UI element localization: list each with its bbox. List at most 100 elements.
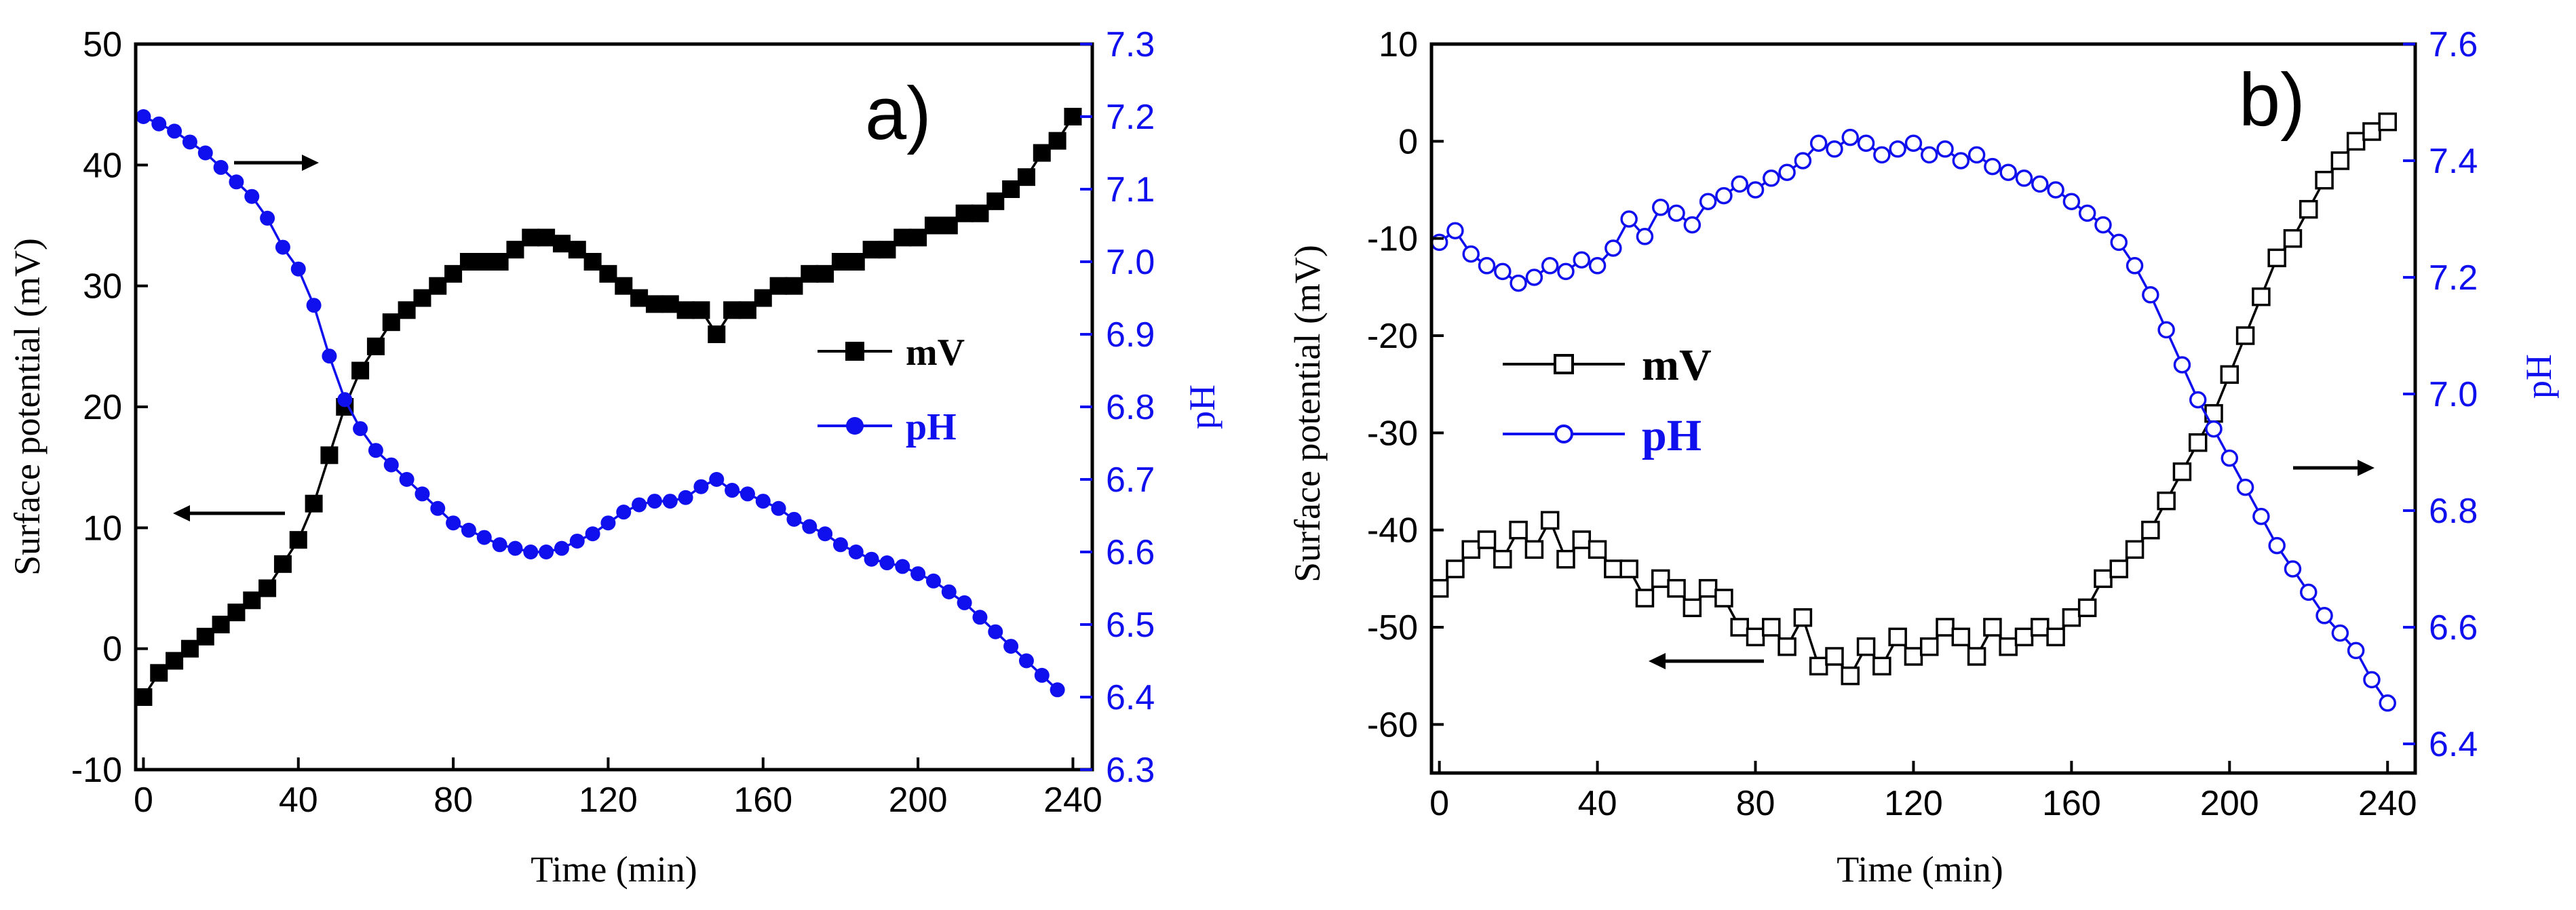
x-ticks-b: 0 40 80 120 160 200 240 (1429, 761, 2417, 823)
data-point-ph-a (507, 540, 523, 556)
data-point-mv-b (1762, 618, 1781, 637)
data-point-mv-a (723, 301, 742, 319)
data-point-ph-a (832, 537, 848, 553)
data-point-ph-b (2221, 449, 2239, 467)
data-point-ph-b (1809, 134, 1828, 152)
data-point-ph-a (957, 595, 972, 610)
y-right-ticks-a: 6.3 6.4 6.5 6.6 6.7 6.8 6.9 7.0 7.1 7.2 7.3 (1080, 25, 1155, 790)
data-point-mv-b (1698, 578, 1718, 598)
y-left-tick-label: -50 (1367, 608, 1418, 648)
data-point-mv-b (2046, 627, 2065, 647)
data-point-ph-a (1034, 667, 1050, 683)
legend-item-mv-b: mV (1503, 340, 1712, 390)
data-point-ph-a (229, 174, 244, 190)
data-point-mv-b (1793, 608, 1813, 627)
data-point-ph-b (2331, 624, 2349, 642)
data-point-mv-a (305, 494, 323, 513)
data-point-ph-a (1050, 682, 1065, 698)
data-point-ph-a (399, 472, 415, 487)
y-right-tick-label: 6.8 (1106, 388, 1155, 427)
x-tick-label: 120 (579, 780, 638, 820)
data-point-mv-b (1540, 511, 1560, 530)
data-point-mv-a (738, 301, 756, 319)
data-point-ph-b (1588, 257, 1607, 275)
y-left-tick-label: 0 (1398, 122, 1418, 161)
data-point-mv-a (986, 192, 1005, 210)
data-point-ph-a (600, 515, 616, 531)
y-right-tick-label: 6.9 (1106, 315, 1155, 355)
data-point-mv-a (769, 277, 788, 295)
y-right-tick-label: 7.6 (2429, 25, 2478, 64)
data-point-mv-b (2157, 491, 2176, 511)
data-point-ph-a (988, 624, 1003, 639)
data-point-ph-a (415, 486, 430, 502)
data-point-mv-b (1667, 578, 1686, 598)
data-point-ph-a (213, 159, 229, 175)
data-point-mv-b (1904, 647, 1923, 666)
data-point-mv-b (2077, 598, 2097, 618)
data-point-ph-a (895, 559, 910, 574)
arrow-left-a (173, 505, 285, 521)
data-point-ph-b (1462, 245, 1480, 263)
legend-item-ph-b: pH (1503, 411, 1702, 460)
data-point-mv-b (1888, 627, 1907, 647)
data-point-ph-a (275, 239, 290, 255)
y-right-tick-label: 6.3 (1106, 751, 1155, 790)
y-left-tick-label: -40 (1367, 511, 1418, 551)
data-point-ph-b (1763, 170, 1780, 187)
data-point-ph-b (2173, 356, 2191, 374)
data-point-mv-b (2220, 365, 2239, 384)
data-point-mv-a (351, 361, 370, 380)
data-point-ph-b (2300, 583, 2318, 601)
data-point-ph-b (2078, 204, 2096, 222)
data-point-mv-a (909, 229, 927, 247)
data-point-ph-b (1999, 163, 2017, 181)
data-point-mv-b (1429, 578, 1449, 598)
x-tick-label: 200 (889, 780, 948, 820)
y-left-axis-label-a: Surface potential (mV) (7, 238, 47, 576)
y-right-tick-label: 6.8 (2429, 492, 2478, 531)
x-tick-label: 200 (2200, 784, 2259, 823)
chart-panel-b: 0 40 80 120 160 200 240 -60-50-40-30-20-10010 … (1287, 25, 2559, 890)
y-right-tick-label: 6.5 (1106, 606, 1155, 645)
y-left-tick-label: 40 (83, 146, 122, 185)
data-point-ph-b (1620, 210, 1638, 228)
arrow-left-b (1649, 653, 1764, 669)
data-point-ph-a (430, 500, 446, 516)
data-point-ph-a (446, 515, 461, 531)
data-point-ph-a (802, 519, 818, 534)
data-point-mv-b (1936, 618, 1955, 637)
data-point-mv-a (661, 295, 679, 313)
data-point-ph-b (2062, 193, 2081, 210)
data-point-ph-a (818, 526, 833, 542)
data-point-mv-a (506, 241, 524, 259)
data-point-ph-b (1967, 146, 1986, 164)
x-tick-label: 160 (2042, 784, 2101, 823)
data-point-ph-b (1841, 128, 1860, 146)
data-point-mv-b (1556, 549, 1575, 569)
y-right-tick-label: 6.6 (2429, 608, 2478, 648)
data-point-mv-b (1683, 598, 1702, 618)
legend-label-ph-a: pH (906, 406, 957, 448)
data-point-ph-a (244, 189, 260, 204)
y-left-ticks-a: -10 0 10 20 30 40 50 (71, 25, 148, 790)
data-point-mv-b (1967, 647, 1986, 666)
data-point-ph-a (771, 500, 786, 516)
data-point-mv-b (1604, 559, 1623, 578)
data-point-ph-b (2031, 175, 2049, 193)
y-right-axis-label-a: pH (1182, 384, 1223, 429)
data-point-mv-b (1825, 647, 1844, 666)
data-point-ph-a (786, 511, 802, 527)
data-point-mv-b (2031, 618, 2050, 637)
y-right-tick-label: 6.4 (1106, 678, 1155, 717)
data-point-mv-b (1730, 618, 1749, 637)
data-point-mv-a (971, 204, 989, 222)
data-point-ph-a (925, 573, 941, 589)
data-point-ph-a (383, 457, 399, 473)
data-point-mv-b (2172, 462, 2192, 481)
data-point-mv-a (924, 216, 942, 235)
y-left-tick-label: 0 (102, 630, 122, 669)
data-point-mv-b (2346, 132, 2366, 151)
data-point-ph-a (632, 497, 647, 513)
